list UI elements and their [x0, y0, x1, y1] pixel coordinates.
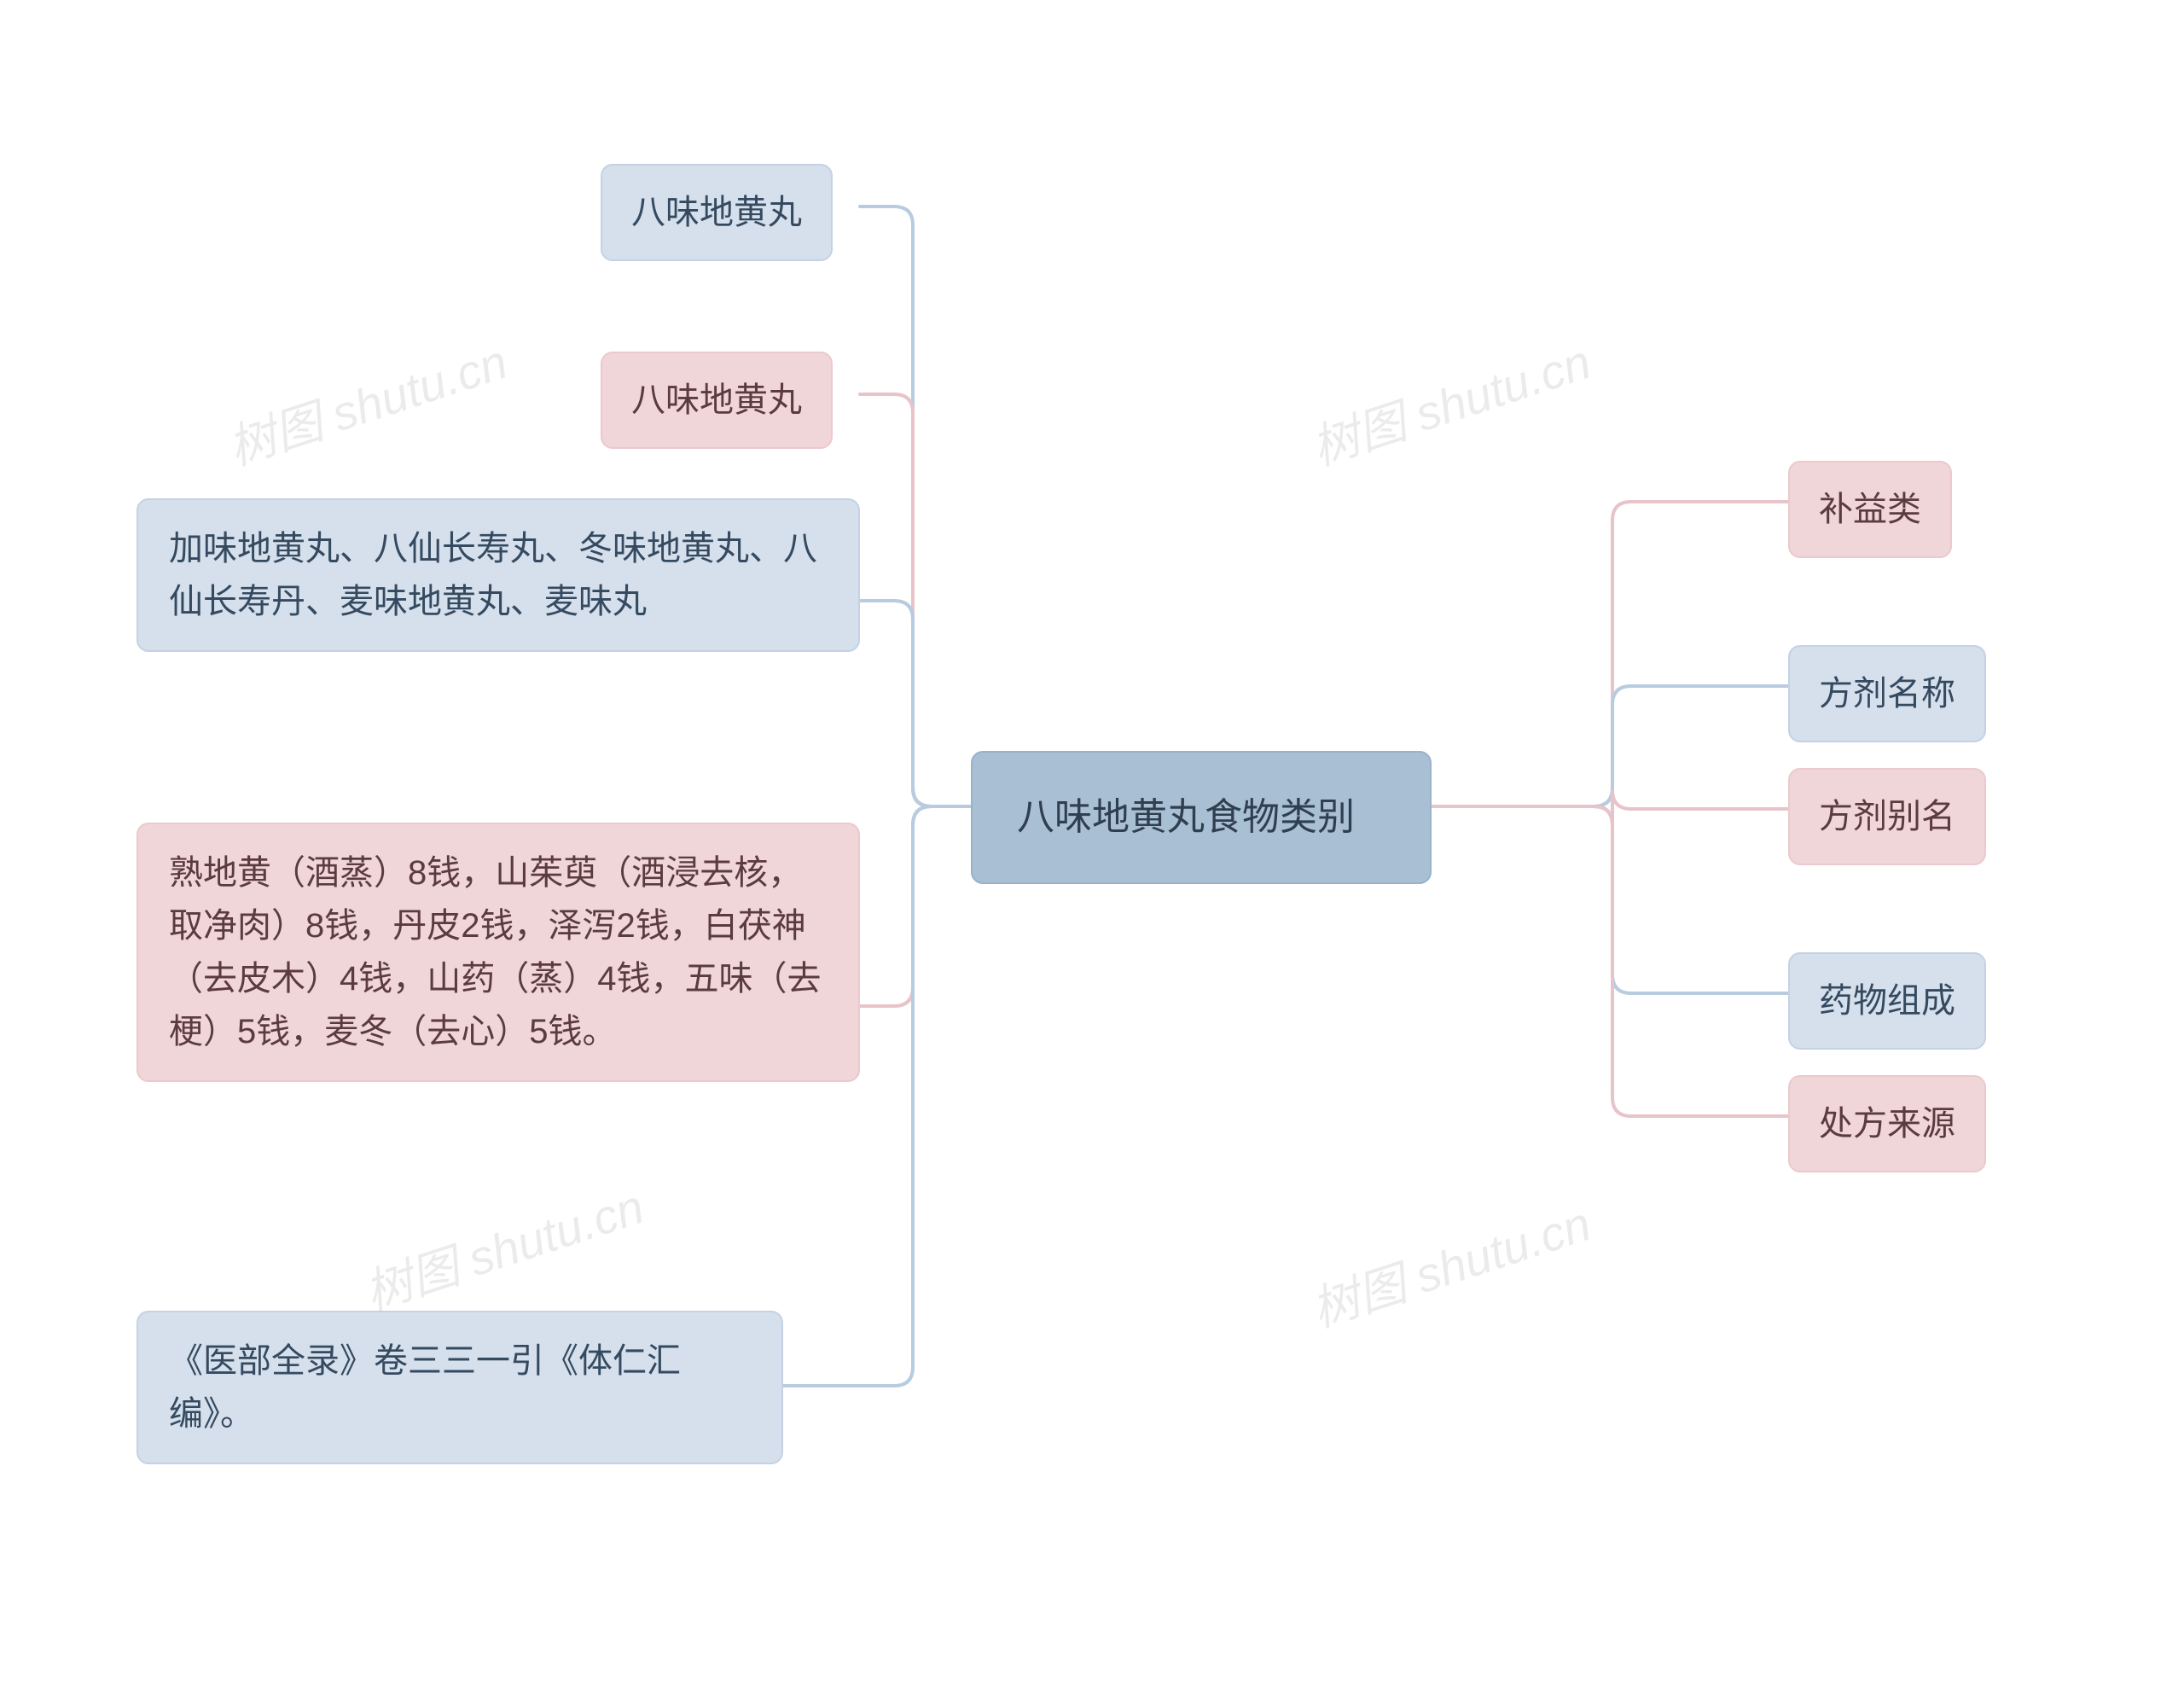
node-label: 处方来源 — [1819, 1105, 1955, 1143]
leaf-composition-text: 熟地黄（酒蒸）8钱，山茱萸（酒浸去核，取净肉）8钱，丹皮2钱，泽泻2钱，白茯神（… — [136, 823, 860, 1082]
node-label: 方剂名称 — [1819, 675, 1955, 713]
leaf-source-text: 《医部全录》卷三三一引《体仁汇编》。 — [136, 1311, 783, 1464]
node-category: 补益类 — [1788, 461, 1952, 558]
watermark: 树图 shutu.cn — [355, 1169, 652, 1324]
leaf-name-1: 八味地黄丸 — [601, 164, 833, 261]
leaf-alias-list: 加味地黄丸、八仙长寿丸、冬味地黄丸、八仙长寿丹、麦味地黄丸、麦味丸 — [136, 498, 860, 652]
node-label: 补益类 — [1819, 491, 1921, 528]
node-label: 八味地黄丸 — [631, 381, 802, 419]
watermark: 树图 shutu.cn — [1302, 324, 1599, 480]
mindmap-root: 八味地黄丸食物类别 — [971, 751, 1432, 884]
node-formula-name: 方剂名称 — [1788, 645, 1986, 742]
node-label: 加味地黄丸、八仙长寿丸、冬味地黄丸、八仙长寿丹、麦味地黄丸、麦味丸 — [169, 530, 817, 620]
node-label: 熟地黄（酒蒸）8钱，山茱萸（酒浸去核，取净肉）8钱，丹皮2钱，泽泻2钱，白茯神（… — [169, 854, 822, 1050]
watermark: 树图 shutu.cn — [218, 324, 515, 480]
node-label: 方剂别名 — [1819, 798, 1955, 835]
node-source: 处方来源 — [1788, 1075, 1986, 1172]
node-label: 八味地黄丸 — [631, 194, 802, 231]
node-formula-alias: 方剂别名 — [1788, 768, 1986, 865]
watermark: 树图 shutu.cn — [1302, 1186, 1599, 1341]
node-label: 药物组成 — [1819, 982, 1955, 1020]
root-label: 八味地黄丸食物类别 — [1017, 796, 1355, 838]
node-composition: 药物组成 — [1788, 952, 1986, 1050]
node-label: 《医部全录》卷三三一引《体仁汇编》。 — [169, 1342, 681, 1433]
leaf-name-2: 八味地黄丸 — [601, 352, 833, 449]
